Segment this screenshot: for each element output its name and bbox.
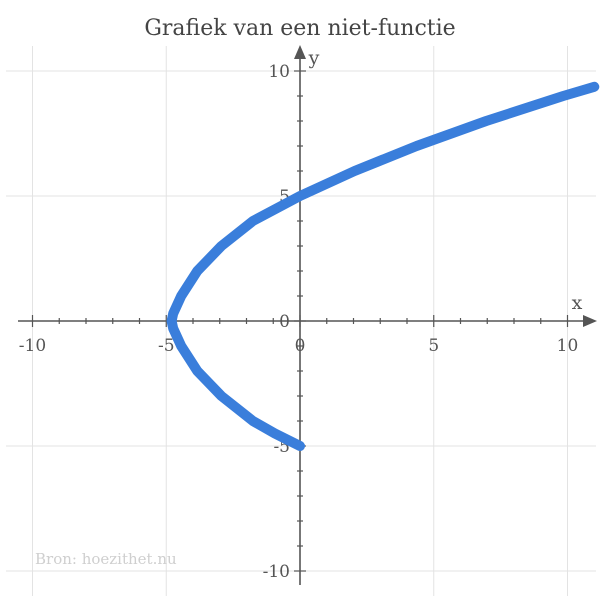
plot-area: [166, 81, 600, 451]
y-axis-label: y: [308, 47, 320, 69]
x-tick-label: -10: [19, 336, 46, 356]
x-tick-label: 0: [295, 336, 306, 356]
chart-title: Grafiek van een niet-functie: [144, 16, 455, 41]
x-tick-label: -5: [158, 336, 175, 356]
series-line: [166, 81, 600, 451]
x-tick-label: 10: [557, 336, 579, 356]
y-tick-label: -10: [263, 562, 290, 582]
x-axis-arrow: [583, 315, 597, 327]
x-axis-label: x: [572, 292, 583, 314]
y-tick-label: 0: [279, 312, 290, 332]
x-tick-label: 5: [428, 336, 439, 356]
y-tick-label: 5: [279, 187, 290, 207]
y-axis-arrow: [294, 45, 306, 59]
y-tick-label: 10: [268, 62, 290, 82]
source-text: Bron: hoezithet.nu: [35, 550, 177, 568]
